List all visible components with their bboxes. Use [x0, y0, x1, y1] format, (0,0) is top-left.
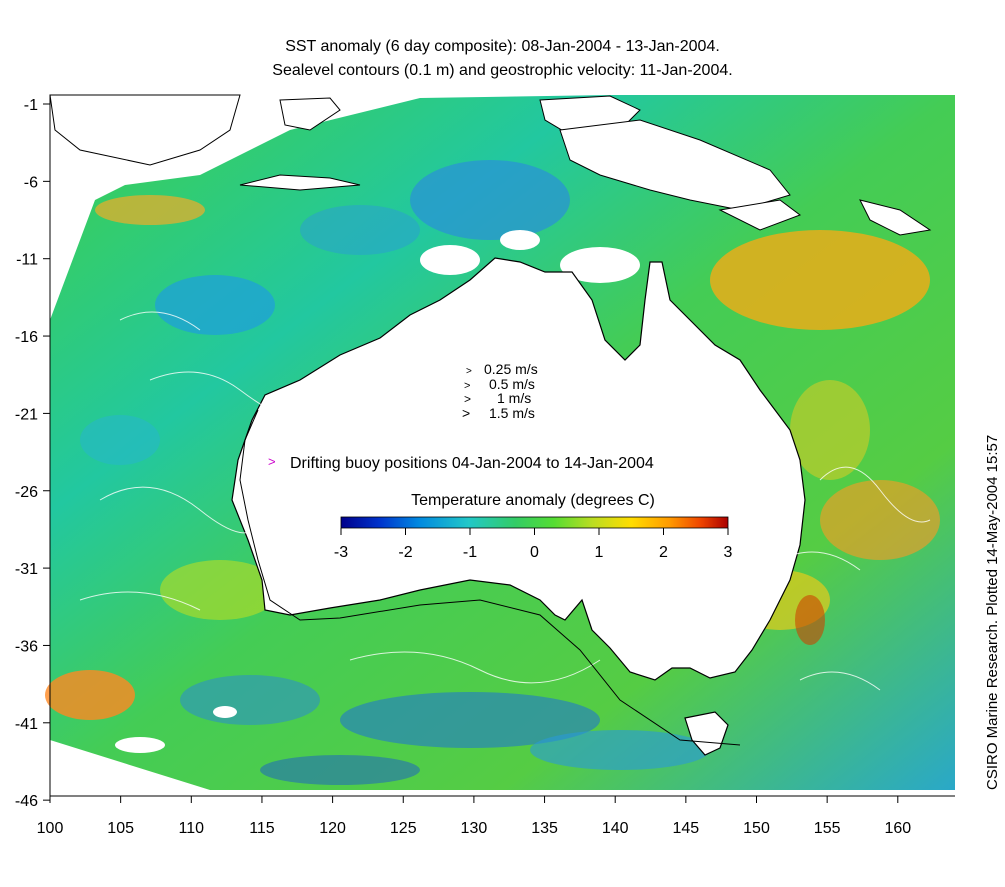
y-tick-label: -26	[15, 484, 38, 501]
y-tick-label: -31	[15, 561, 38, 578]
velocity-legend-05: 0.5 m/s	[489, 376, 535, 392]
colorbar-gradient	[340, 516, 729, 529]
x-tick-label: 140	[602, 820, 629, 837]
x-tick-label: 130	[461, 820, 488, 837]
x-tick-label: 100	[37, 820, 64, 837]
australia-landmass	[231, 257, 806, 681]
colorbar-ticks: -3 -2 -1 0 1 2 3	[334, 528, 733, 561]
x-tick-label: 115	[249, 820, 275, 837]
y-tick-label: -36	[15, 638, 38, 655]
colorbar-tick-label: 0	[530, 544, 539, 561]
map-title-line1: SST anomaly (6 day composite): 08-Jan-20…	[285, 38, 720, 55]
velocity-arrow-symbol: ˃	[466, 366, 472, 377]
velocity-legend-15: 1.5 m/s	[489, 405, 535, 421]
tasmania-landmass	[684, 711, 729, 756]
y-tick-label: -41	[15, 716, 38, 733]
colorbar-title: Temperature anomaly (degrees C)	[411, 492, 655, 509]
x-axis-ticks: 100 105 110 115 120 125 130 135 140 145 150 155 160	[37, 796, 911, 837]
velocity-legend: ˃ 0.25 m/s ˃ 0.5 m/s > 1 m/s > 1.5 m/s	[462, 361, 538, 421]
velocity-arrow-symbol: >	[462, 405, 470, 421]
y-tick-label: -21	[15, 406, 38, 423]
velocity-legend-025: 0.25 m/s	[484, 361, 538, 377]
colorbar-tick-label: 1	[595, 544, 604, 561]
colorbar-tick-label: -1	[463, 544, 477, 561]
y-tick-label: -11	[16, 252, 38, 269]
y-tick-label: -16	[15, 329, 38, 346]
northern-landmasses	[49, 94, 932, 236]
velocity-arrow-symbol: ˃	[464, 380, 470, 392]
x-tick-label: 135	[531, 820, 558, 837]
shelf-depth-contour	[239, 409, 741, 746]
velocity-legend-1: 1 m/s	[497, 390, 531, 406]
x-tick-label: 145	[672, 820, 699, 837]
y-axis-ticks: -1 -6 -11 -16 -21 -26 -31 -36 -41 -46	[15, 97, 50, 810]
cloud-gaps	[115, 230, 640, 753]
y-tick-label: -1	[24, 97, 38, 114]
buoy-marker-symbol: >	[268, 454, 276, 469]
x-tick-label: 120	[319, 820, 346, 837]
x-tick-label: 110	[179, 820, 205, 837]
colorbar-tick-label: -2	[398, 544, 412, 561]
y-tick-label: -46	[15, 793, 38, 810]
buoy-legend: Drifting buoy positions 04-Jan-2004 to 1…	[290, 455, 654, 472]
x-tick-label: 160	[884, 820, 911, 837]
map-title-line2: Sealevel contours (0.1 m) and geostrophi…	[272, 62, 733, 79]
velocity-arrow-symbol: >	[464, 392, 471, 406]
x-tick-label: 155	[814, 820, 841, 837]
x-tick-label: 105	[107, 820, 134, 837]
sealevel-contours	[79, 311, 931, 691]
colorbar-tick-label: 3	[724, 544, 733, 561]
y-tick-label: -6	[24, 174, 38, 191]
colorbar-tick-label: -3	[334, 544, 348, 561]
side-credit: CSIRO Marine Research. Plotted 14-May-20…	[984, 434, 1001, 790]
x-tick-label: 125	[390, 820, 417, 837]
colorbar-tick-label: 2	[659, 544, 668, 561]
x-tick-label: 150	[743, 820, 770, 837]
